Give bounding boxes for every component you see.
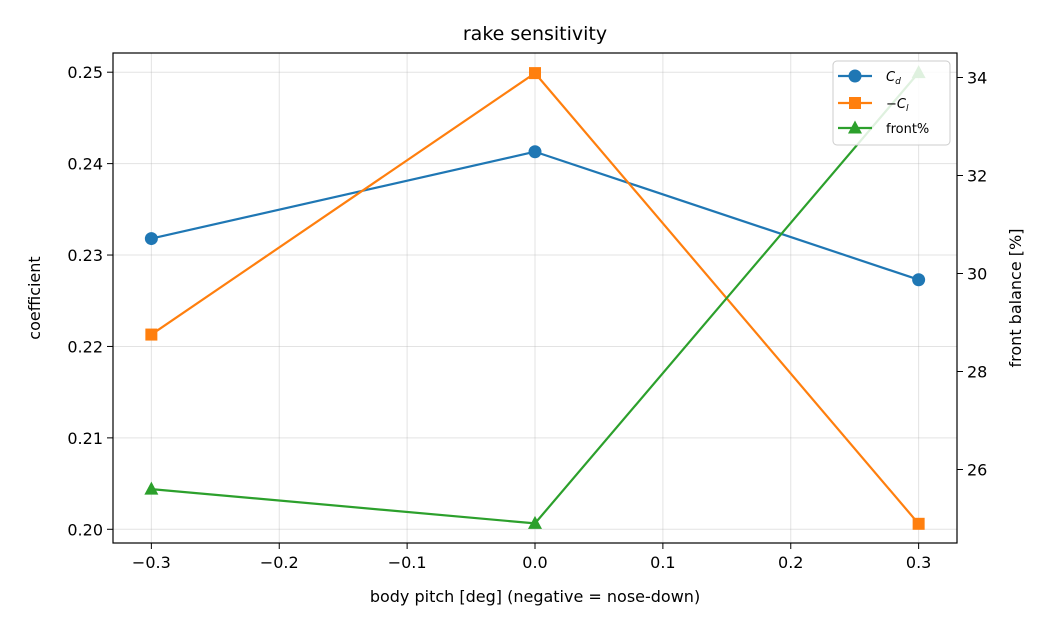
x-tick-label: 0.1 bbox=[650, 553, 675, 572]
y2-axis-label: front balance [%] bbox=[1006, 229, 1025, 368]
y-tick-label: 0.23 bbox=[67, 246, 103, 265]
x-tick-label: −0.2 bbox=[260, 553, 299, 572]
legend-label-main: −C bbox=[886, 97, 907, 112]
data-point bbox=[912, 517, 925, 530]
data-point bbox=[145, 328, 158, 341]
series-layer bbox=[144, 65, 926, 530]
legend-swatch-marker bbox=[848, 120, 862, 134]
y-tick-label: 0.24 bbox=[67, 155, 103, 174]
x-tick-label: 0.3 bbox=[906, 553, 931, 572]
y2-tick-label: 30 bbox=[967, 265, 987, 284]
y-tick-label: 0.21 bbox=[67, 429, 103, 448]
legend-label-sub: l bbox=[906, 104, 909, 114]
y-axis-ticks: 0.20 0.21 0.22 0.23 0.24 0.25 bbox=[67, 63, 113, 539]
legend-label: Cd bbox=[886, 70, 901, 87]
x-tick-label: −0.3 bbox=[132, 553, 171, 572]
x-tick-label: −0.1 bbox=[388, 553, 427, 572]
y-axis-label: coefficient bbox=[25, 256, 44, 339]
x-axis-label: body pitch [deg] (negative = nose-down) bbox=[370, 587, 700, 606]
legend-box bbox=[832, 60, 951, 146]
legend-label-main: front% bbox=[886, 122, 929, 137]
data-point bbox=[528, 145, 542, 159]
y-tick-label: 0.25 bbox=[67, 63, 103, 82]
data-point bbox=[528, 515, 542, 529]
data-point bbox=[529, 67, 541, 80]
chart-title: rake sensitivity bbox=[463, 23, 607, 45]
x-tick-label: 0.2 bbox=[778, 553, 803, 572]
legend-entry-0: Cd bbox=[838, 69, 901, 87]
legend-entry-1: −Cl bbox=[838, 97, 909, 114]
data-point bbox=[144, 481, 159, 495]
x-tick-label: 0.0 bbox=[522, 553, 547, 572]
x-axis-ticks: −0.3 −0.2 −0.1 0.0 0.1 0.2 0.3 bbox=[132, 543, 931, 572]
legend-label: −Cl bbox=[886, 97, 909, 114]
legend-swatch-marker bbox=[848, 69, 862, 83]
y-tick-label: 0.22 bbox=[67, 337, 103, 356]
y2-tick-label: 28 bbox=[967, 363, 987, 382]
legend-label-main: C bbox=[886, 70, 896, 85]
legend-swatch-marker bbox=[849, 97, 861, 109]
y2-tick-label: 26 bbox=[967, 461, 987, 480]
legend-label-sub: d bbox=[895, 77, 901, 87]
series-1 bbox=[145, 67, 925, 530]
data-point bbox=[144, 232, 158, 246]
legend: Cd −Cl front% bbox=[832, 60, 951, 146]
y-tick-label: 0.20 bbox=[67, 520, 103, 539]
legend-entry-2: front% bbox=[838, 120, 929, 137]
data-point bbox=[912, 273, 926, 287]
y2-axis-ticks: 26 28 30 32 34 bbox=[957, 69, 987, 480]
series-0 bbox=[144, 145, 926, 287]
y2-tick-label: 32 bbox=[967, 167, 987, 186]
legend-label: front% bbox=[886, 122, 929, 137]
y2-tick-label: 34 bbox=[967, 69, 987, 88]
grid bbox=[113, 53, 957, 543]
